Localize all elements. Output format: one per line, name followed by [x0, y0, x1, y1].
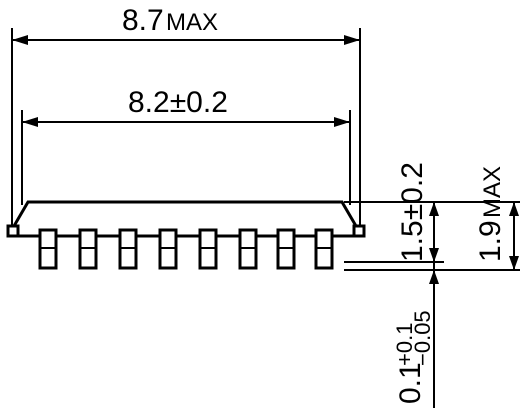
overall-height-arrow-top: [509, 202, 519, 216]
body-height-label: 1.5±0.2: [396, 162, 429, 262]
body-length-label: 8.2±0.2: [128, 86, 228, 119]
body-length-arrow-left: [22, 117, 38, 127]
overall-height-max-suffix: MAX: [479, 166, 506, 218]
body-height-arrow-top: [429, 202, 439, 216]
overall-length-label: 8.7: [122, 4, 164, 37]
end-tab-left: [6, 224, 20, 238]
standoff-arrow: [429, 270, 439, 284]
standoff-tol-lower: −0.05: [410, 310, 435, 366]
end-tab-right: [352, 224, 366, 238]
body-length-arrow-right: [334, 117, 350, 127]
standoff-nominal-label: 0.1: [394, 362, 427, 404]
overall-height-label: 1.9: [474, 220, 507, 262]
package-body: [12, 200, 358, 238]
overall-length-max-suffix: MAX: [166, 9, 218, 36]
body-height-arrow-bottom: [429, 248, 439, 262]
overall-height-arrow-bottom: [509, 256, 519, 270]
standoff-tol-upper: +0.1: [392, 323, 417, 366]
overall-length-arrow-left: [12, 35, 28, 45]
overall-length-arrow-right: [344, 35, 360, 45]
